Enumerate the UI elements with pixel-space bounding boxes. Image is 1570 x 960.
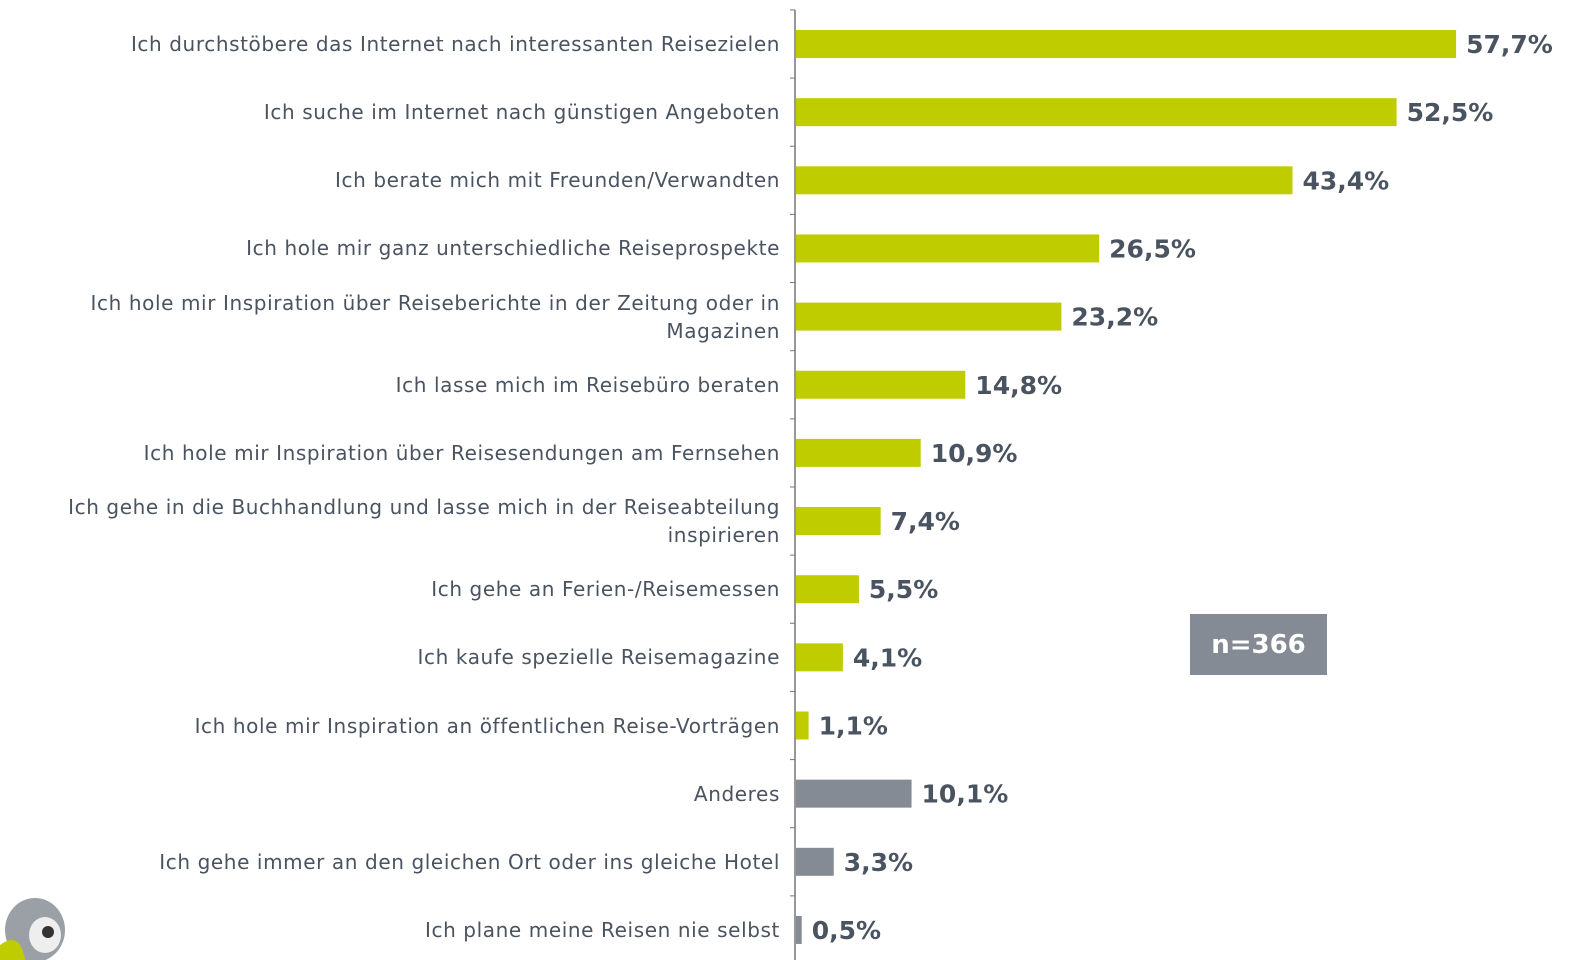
- bar: [796, 848, 834, 876]
- bar: [796, 371, 965, 399]
- value-label: 43,4%: [1302, 166, 1389, 195]
- category-label: Ich plane meine Reisen nie selbst: [10, 916, 780, 944]
- category-label: Ich hole mir Inspiration über Reiseberic…: [10, 289, 780, 345]
- bar: [796, 643, 843, 671]
- bar: [796, 439, 921, 467]
- category-label: Anderes: [10, 780, 780, 808]
- category-label: Ich durchstöbere das Internet nach inter…: [10, 30, 780, 58]
- page: 57,7% 52,5% 43,4% 26,5% 23,2% 14,8% 10,9% 7,4% 5…: [0, 0, 1570, 960]
- value-label: 10,1%: [922, 780, 1009, 809]
- category-label: Ich berate mich mit Freunden/Verwandten: [10, 166, 780, 194]
- value-label: 1,1%: [819, 712, 888, 741]
- value-label: 7,4%: [891, 507, 960, 536]
- category-label: Ich suche im Internet nach günstigen Ang…: [10, 98, 780, 126]
- chart: 57,7% 52,5% 43,4% 26,5% 23,2% 14,8% 10,9% 7,4% 5…: [0, 0, 1570, 960]
- value-label: 3,3%: [844, 848, 913, 877]
- value-label: 4,1%: [853, 643, 922, 672]
- bar: [796, 575, 859, 603]
- value-label: 5,5%: [869, 575, 938, 604]
- bar: [796, 98, 1397, 126]
- bar: [796, 916, 802, 944]
- value-label: 57,7%: [1466, 30, 1553, 59]
- category-label: Ich gehe an Ferien-/Reisemessen: [10, 575, 780, 603]
- category-label: Ich lasse mich im Reisebüro beraten: [10, 371, 780, 399]
- bar: [796, 303, 1061, 331]
- value-label: 10,9%: [931, 439, 1018, 468]
- value-label: 14,8%: [975, 371, 1062, 400]
- bar: [796, 780, 912, 808]
- sample-size: n=366: [1190, 614, 1327, 675]
- bar: [796, 507, 881, 535]
- bar: [796, 166, 1292, 194]
- category-label: Ich hole mir Inspiration über Reisesendu…: [10, 439, 780, 467]
- value-label: 26,5%: [1109, 234, 1196, 263]
- category-label: Ich gehe in die Buchhandlung und lasse m…: [10, 493, 780, 549]
- bar: [796, 30, 1456, 58]
- value-label: 52,5%: [1407, 98, 1494, 127]
- category-label: Ich gehe immer an den gleichen Ort oder …: [10, 848, 780, 876]
- category-label: Ich hole mir Inspiration an öffentlichen…: [10, 712, 780, 740]
- value-label: 23,2%: [1071, 303, 1158, 332]
- value-label: 0,5%: [812, 916, 881, 945]
- category-label: Ich kaufe spezielle Reisemagazine: [10, 643, 780, 671]
- category-label: Ich hole mir ganz unterschiedliche Reise…: [10, 234, 780, 262]
- bar: [796, 234, 1099, 262]
- bar: [796, 712, 809, 740]
